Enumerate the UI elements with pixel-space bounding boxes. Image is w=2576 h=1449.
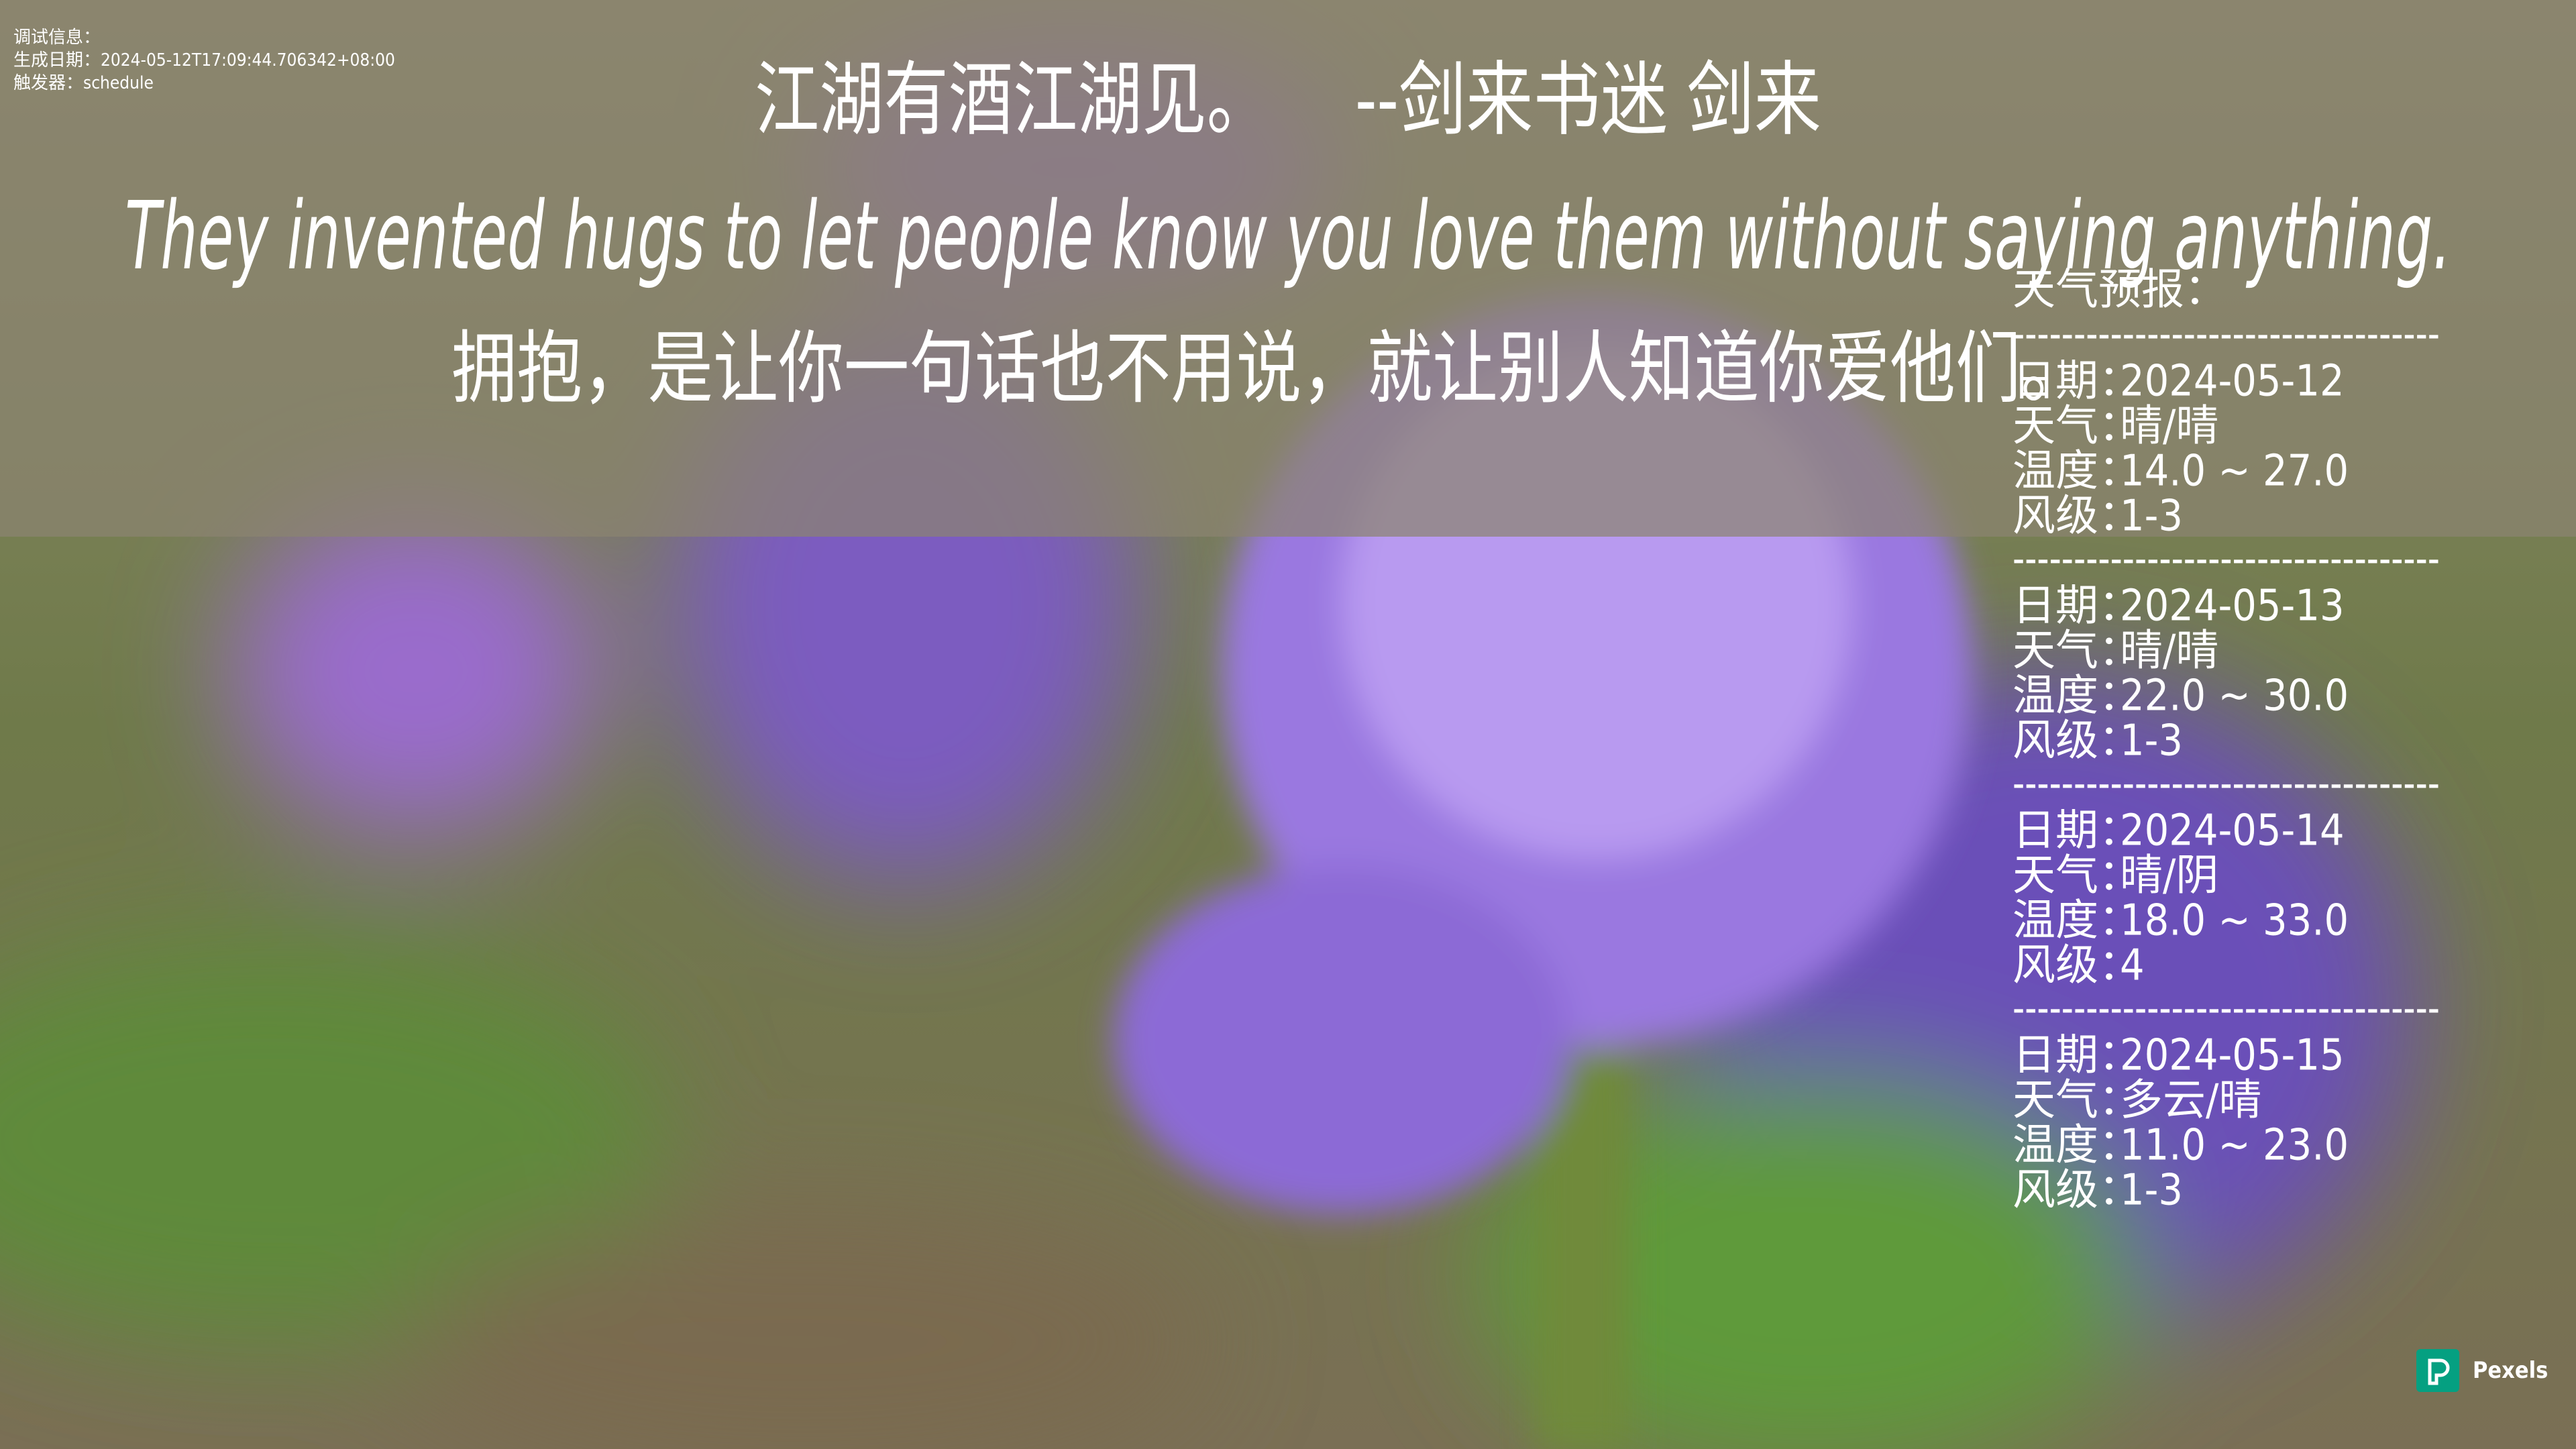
- field-value: 晴/阴: [2120, 851, 2218, 901]
- field-label: 天气：: [2012, 1076, 2141, 1126]
- field-value: 2024-05-12: [2120, 357, 2345, 407]
- field-value: 晴/晴: [2120, 402, 2218, 451]
- debug-generated: 生成日期：2024-05-12T17:09:44.706342+08:00: [13, 50, 395, 70]
- credit-text: Pexels: [2473, 1357, 2548, 1384]
- separator: -----------------------------------: [2012, 759, 2440, 809]
- forecast-title: 天气预报：: [2012, 266, 2227, 315]
- separator: -----------------------------------: [2012, 535, 2440, 584]
- field-value: 14.0 ~ 27.0: [2120, 447, 2349, 496]
- field-label: 天气：: [2012, 627, 2141, 676]
- field-value: 1-3: [2120, 492, 2183, 541]
- pexels-logo: [2416, 1349, 2459, 1392]
- field-value: 2024-05-14: [2120, 806, 2345, 856]
- field-value: 22.0 ~ 30.0: [2120, 672, 2349, 721]
- field-label: 温度：: [2012, 1121, 2141, 1171]
- quote-source: --剑来书迷 剑来: [1355, 54, 1821, 147]
- field-value: 2024-05-15: [2120, 1031, 2345, 1081]
- debug-trigger: 触发器：schedule: [13, 73, 154, 93]
- field-label: 风级：: [2012, 941, 2141, 991]
- credit: Pexels: [2416, 1349, 2548, 1392]
- field-label: 日期：: [2012, 582, 2141, 631]
- field-label: 日期：: [2012, 806, 2141, 856]
- field-label: 温度：: [2012, 672, 2141, 721]
- field-label: 温度：: [2012, 896, 2141, 946]
- field-label: 温度：: [2012, 447, 2141, 496]
- field-value: 2024-05-13: [2120, 582, 2345, 631]
- field-value: 晴/晴: [2120, 627, 2218, 676]
- weather-forecast: 天气预报： ----------------------------------…: [2012, 266, 2440, 1216]
- field-value: 4: [2120, 941, 2145, 991]
- separator: -----------------------------------: [2012, 984, 2440, 1034]
- quote-text: 江湖有酒江湖见。: [755, 54, 1271, 147]
- field-value: 多云/晴: [2120, 1076, 2261, 1126]
- field-value: 1-3: [2120, 1166, 2183, 1216]
- pexels-icon: [2428, 1358, 2450, 1385]
- debug-info: 调试信息： 生成日期：2024-05-12T17:09:44.706342+08…: [13, 28, 395, 93]
- field-label: 风级：: [2012, 492, 2141, 541]
- field-value: 11.0 ~ 23.0: [2120, 1121, 2349, 1171]
- field-label: 天气：: [2012, 402, 2141, 451]
- field-label: 风级：: [2012, 716, 2141, 766]
- debug-title: 调试信息：: [13, 28, 101, 48]
- field-label: 日期：: [2012, 1031, 2141, 1081]
- field-label: 日期：: [2012, 357, 2141, 407]
- header-band: [0, 0, 2576, 537]
- chinese-sentence: 拥抱，是让你一句话也不用说，就让别人知道你爱他们。: [451, 322, 2086, 415]
- field-label: 天气：: [2012, 851, 2141, 901]
- field-value: 18.0 ~ 33.0: [2120, 896, 2349, 946]
- separator: -----------------------------------: [2012, 310, 2440, 360]
- field-label: 风级：: [2012, 1166, 2141, 1216]
- field-value: 1-3: [2120, 716, 2183, 766]
- english-sentence: They invented hugs to let people know yo…: [125, 182, 2451, 291]
